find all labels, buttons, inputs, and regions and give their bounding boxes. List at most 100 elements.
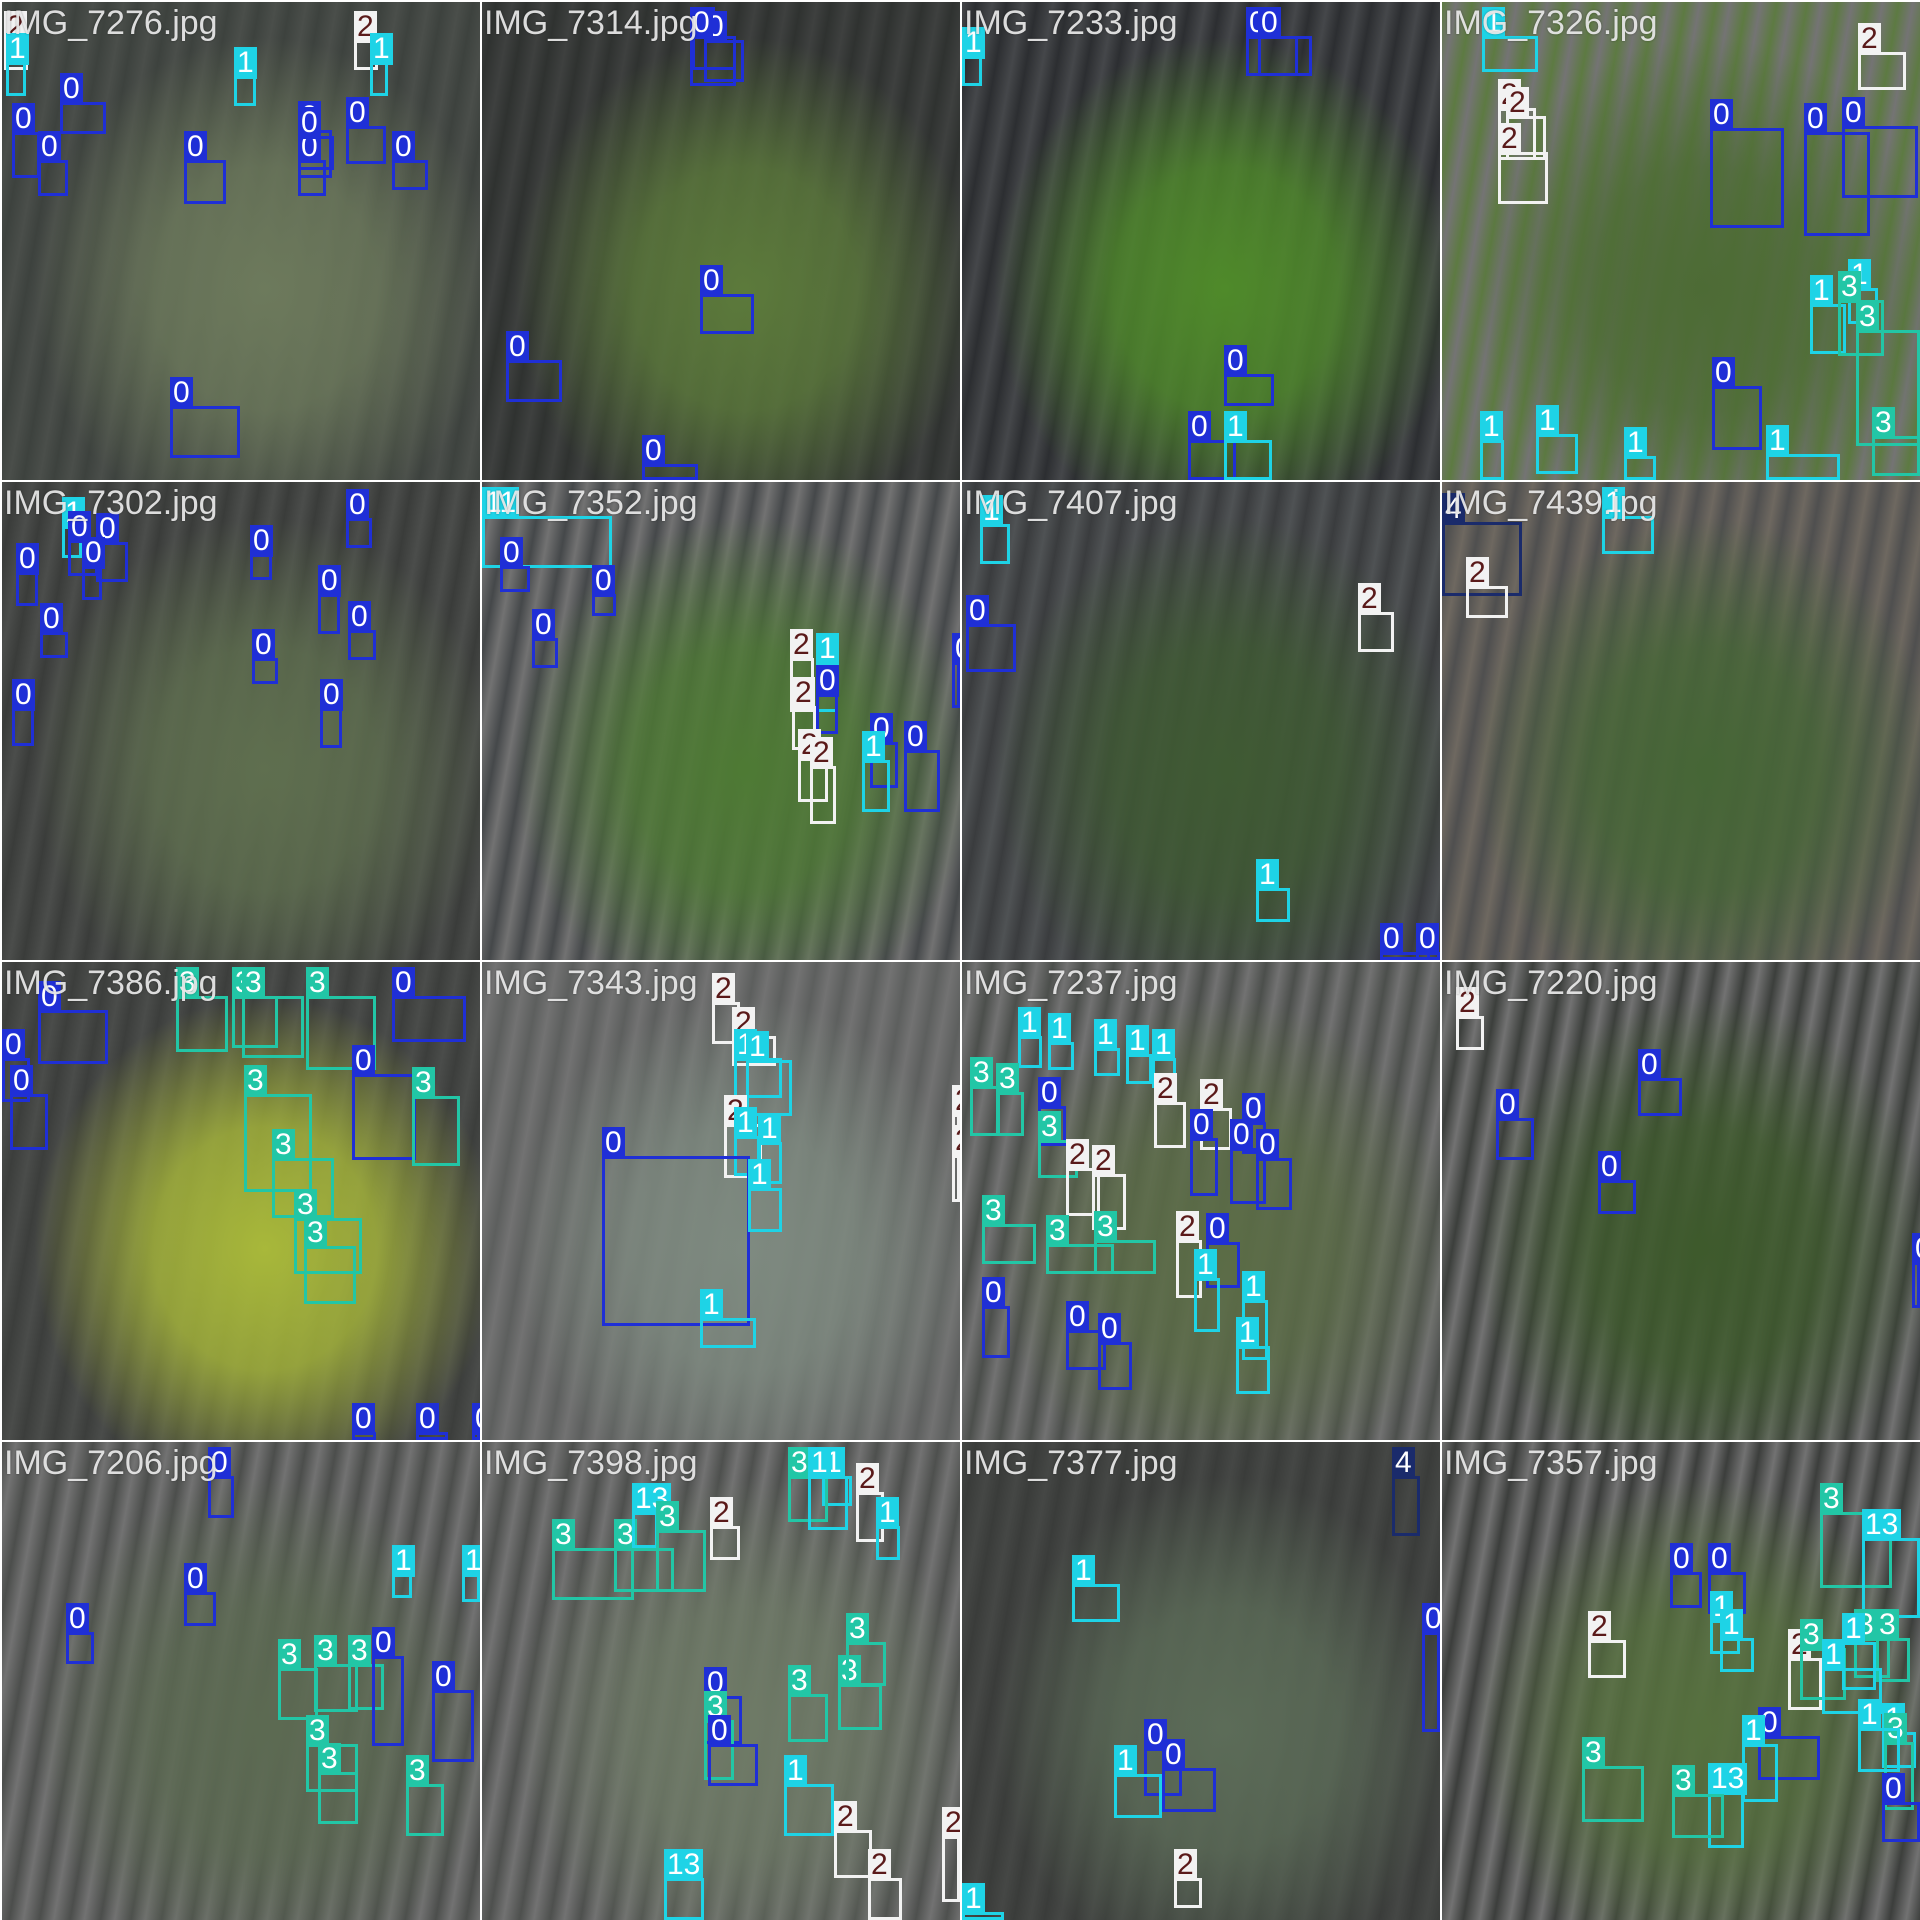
detection-class-label: 2 bbox=[810, 737, 833, 769]
detection-class-label: 1 bbox=[1018, 1007, 1041, 1039]
detection-class-label: 1 bbox=[462, 1545, 480, 1577]
detection-box-class-0: 0 bbox=[1188, 411, 1236, 480]
detection-box-class-0: 0 bbox=[392, 967, 466, 1042]
mosaic-tile-img-7302-jpg: IMG_7302.jpg1000000000000 bbox=[2, 482, 480, 960]
detection-box-class-2: 2 bbox=[1498, 123, 1548, 204]
detection-box-class-1: 1 bbox=[1194, 1249, 1220, 1332]
detection-box-class-1: 1 bbox=[1256, 859, 1290, 922]
detection-box-class-3: 3 bbox=[614, 1519, 674, 1592]
detection-class-label: 3 bbox=[412, 1067, 435, 1099]
detection-class-label: 0 bbox=[1638, 1049, 1661, 1081]
detection-class-label: 13 bbox=[664, 1849, 704, 1881]
detection-class-label: 1 bbox=[1742, 1715, 1765, 1747]
detection-box-class-3: 3 bbox=[1872, 407, 1920, 476]
detection-class-label: 0 bbox=[346, 489, 369, 521]
detection-class-label: 1 bbox=[1858, 1699, 1881, 1731]
detection-box-class-2: 2 bbox=[834, 1801, 872, 1878]
detection-box-class-2: 2 bbox=[868, 1849, 902, 1920]
detection-class-label: 0 bbox=[1422, 1603, 1440, 1635]
detection-box-class-0: 0 bbox=[1670, 1543, 1702, 1608]
detection-class-label: 0 bbox=[1206, 1213, 1229, 1245]
detection-box-class-1: 1 bbox=[1720, 1609, 1754, 1672]
detection-class-label: 1 bbox=[1842, 1613, 1865, 1645]
detection-class-label: 0 bbox=[1496, 1089, 1519, 1121]
tile-filename-label: IMG_7398.jpg bbox=[484, 1444, 698, 1482]
mosaic-tile-img-7439-jpg: IMG_7439.jpg 4 2 1 bbox=[1442, 482, 1920, 960]
detection-box-class-0: 0 bbox=[1098, 1313, 1132, 1390]
detection-class-label: 2 bbox=[1092, 1145, 1115, 1177]
detection-box-class-2: 2 bbox=[1858, 23, 1906, 90]
detection-class-label: 0 bbox=[12, 103, 35, 135]
detection-box-class-1: 1 bbox=[1858, 1699, 1900, 1772]
detection-class-label: 0 bbox=[372, 1627, 395, 1659]
detection-class-label: 0 bbox=[904, 721, 927, 753]
detection-class-label: 2 bbox=[952, 1085, 960, 1117]
detection-box-class-3: 3 bbox=[348, 1635, 384, 1710]
detection-box-class-2: 2 bbox=[942, 1807, 960, 1902]
detection-box-class-0: 0 bbox=[1162, 1739, 1216, 1812]
detection-class-label: 1 bbox=[1536, 405, 1559, 437]
tile-filename-label: IMG_7237.jpg bbox=[964, 964, 1178, 1002]
detection-box-class-1: 1 bbox=[1482, 7, 1538, 72]
detection-class-label: 0 bbox=[1190, 1109, 1213, 1141]
detection-box-class-1: 1 bbox=[1742, 1715, 1778, 1802]
detection-class-label: 3 bbox=[304, 1217, 327, 1249]
detection-class-label: 0 bbox=[1162, 1739, 1185, 1771]
detection-class-label: 0 bbox=[1670, 1543, 1693, 1575]
detection-box-class-0: 0 bbox=[642, 435, 698, 480]
detection-box-class-3: 3 bbox=[838, 1655, 882, 1730]
detection-box-class-0: 0 bbox=[352, 1045, 416, 1160]
detection-class-label: 3 bbox=[1838, 271, 1861, 303]
detection-class-label: 1 bbox=[1822, 1639, 1845, 1671]
detection-box-class-3: 3 bbox=[656, 1501, 706, 1592]
detection-class-label: 1 bbox=[1720, 1609, 1743, 1641]
detection-class-label: 1 bbox=[1094, 1019, 1117, 1051]
detection-box-class-1: 1 bbox=[1242, 1271, 1268, 1360]
detection-class-label: 3 bbox=[982, 1195, 1005, 1227]
detection-class-label: 0 bbox=[170, 377, 193, 409]
detection-class-label: 0 bbox=[250, 525, 273, 557]
detection-box-class-2: 2 bbox=[1174, 1849, 1202, 1908]
mosaic-tile-img-7386-jpg: IMG_7386.jpg000333300333330000 bbox=[2, 962, 480, 1440]
mosaic-tile-img-7276-jpg: IMG_7276.jpg211210000000000 bbox=[2, 2, 480, 480]
detection-class-label: 0 bbox=[432, 1661, 455, 1693]
detection-box-class-0: 0 bbox=[252, 629, 278, 684]
detection-class-label: 0 bbox=[346, 97, 369, 129]
detection-class-label: 1 bbox=[1072, 1555, 1095, 1587]
detection-class-label: 1 bbox=[816, 633, 839, 665]
detection-class-label: 1 bbox=[1766, 425, 1789, 457]
tile-filename-label: IMG_7326.jpg bbox=[1444, 4, 1658, 42]
detection-box-class-1: 1 bbox=[1766, 425, 1840, 480]
detection-box-class-4: 4 bbox=[1442, 493, 1522, 596]
detection-box-class-2: 2 bbox=[792, 677, 816, 750]
detection-class-label: 0 bbox=[348, 601, 371, 633]
detection-class-label: 0 bbox=[532, 609, 555, 641]
detection-box-class-1: 1 bbox=[1224, 411, 1272, 480]
detection-class-label: 3 bbox=[1582, 1737, 1605, 1769]
detection-box-class-0: 0 bbox=[16, 543, 39, 606]
detection-box-class-0: 0 bbox=[816, 665, 839, 734]
detection-class-label: 0 bbox=[952, 633, 960, 665]
detection-class-label: 2 bbox=[868, 1849, 891, 1881]
detection-box-class-13: 13 bbox=[1708, 1763, 1748, 1848]
detection-class-label: 3 bbox=[306, 1715, 329, 1747]
detection-box-class-0: 0 bbox=[318, 565, 341, 634]
detection-class-label: 2 bbox=[1858, 23, 1881, 55]
detection-class-label: 3 bbox=[970, 1057, 993, 1089]
detection-class-label: 1 bbox=[876, 1497, 899, 1529]
detection-box-class-2: 2 bbox=[1154, 1073, 1186, 1148]
detection-class-label: 3 bbox=[1856, 301, 1879, 333]
tile-photo-background bbox=[1442, 2, 1920, 480]
detection-box-class-1: 1 bbox=[392, 1545, 415, 1598]
detection-class-label: 1 bbox=[1224, 411, 1247, 443]
detection-class-label: 0 bbox=[38, 131, 61, 163]
detection-class-label: 0 bbox=[352, 1403, 375, 1435]
detection-box-class-3: 3 bbox=[278, 1639, 318, 1720]
tile-filename-label: IMG_7343.jpg bbox=[484, 964, 698, 1002]
detection-box-class-3: 3 bbox=[846, 1613, 886, 1686]
detection-box-class-1: 1 bbox=[816, 633, 839, 712]
tile-photo-background bbox=[1442, 962, 1920, 1440]
detection-class-label: 0 bbox=[816, 665, 839, 697]
detection-box-class-1: 1 bbox=[1624, 427, 1656, 480]
